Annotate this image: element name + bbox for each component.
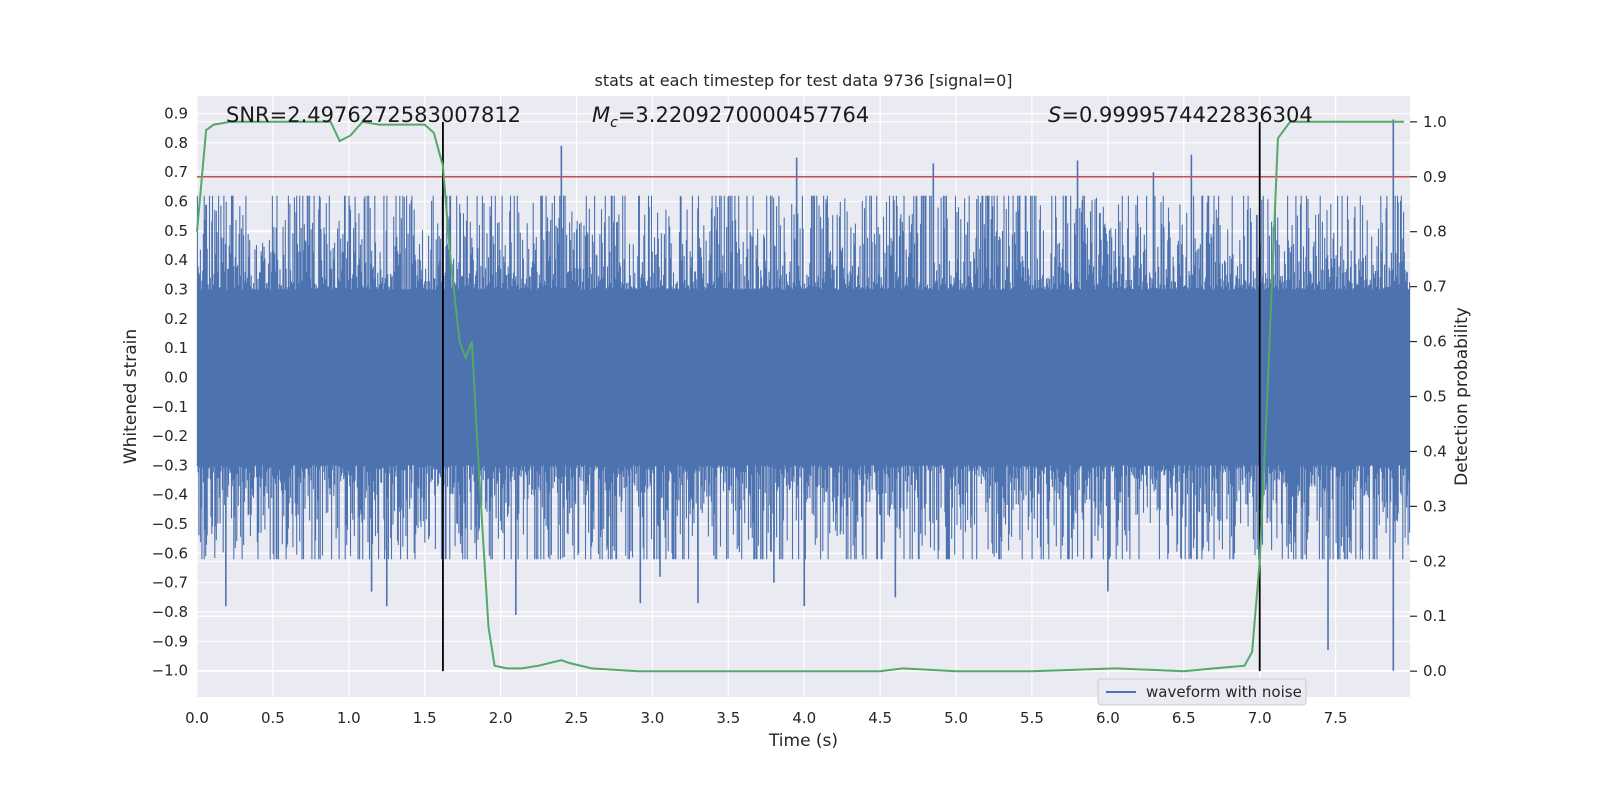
legend: waveform with noise — [1097, 678, 1307, 706]
y-tick-label: 0.2 — [164, 310, 188, 328]
s-symbol: S — [1048, 103, 1061, 127]
y-tick-label: 0.6 — [164, 193, 188, 211]
snr-annotation: SNR=2.4976272583007812 — [226, 103, 521, 127]
y2-tick-label: 0.4 — [1423, 442, 1447, 460]
x-tick-label: 5.5 — [1020, 709, 1044, 727]
mc-subscript: c — [610, 115, 618, 131]
waveform-trace — [196, 195, 1411, 560]
y2-tick-label: 0.7 — [1423, 278, 1447, 296]
y-tick-label: 0.9 — [164, 105, 188, 123]
y-tick-label: −0.2 — [152, 427, 188, 445]
x-tick-label: 6.0 — [1096, 709, 1120, 727]
y-tick-label: −0.6 — [152, 544, 188, 562]
mc-value: =3.2209270000457764 — [618, 103, 869, 127]
y-axis-ticks: 0.9 0.8 0.7 0.6 0.5 0.4 0.3 0.2 0.1 0.0 −0.1 −0.2 −0… — [152, 105, 188, 680]
y2-tick-label: 0.6 — [1423, 333, 1447, 351]
y2-tick-label: 0.0 — [1423, 662, 1447, 680]
mc-annotation: Mc=3.2209270000457764 — [592, 103, 869, 131]
y2-tick-label: 0.2 — [1423, 552, 1447, 570]
y-tick-label: −0.8 — [152, 603, 188, 621]
x-tick-label: 2.5 — [565, 709, 589, 727]
x-tick-label: 7.5 — [1324, 709, 1348, 727]
x-axis-label: Time (s) — [768, 731, 838, 751]
y2-tick-label: 0.1 — [1423, 607, 1447, 625]
y-tick-label: 0.5 — [164, 222, 188, 240]
y-tick-label: 0.8 — [164, 134, 188, 152]
y-tick-label: −0.9 — [152, 632, 188, 650]
x-tick-label: 3.5 — [716, 709, 740, 727]
y-tick-label: −1.0 — [152, 662, 188, 680]
chart-title: stats at each timestep for test data 973… — [594, 71, 1012, 90]
y2-axis-label: Detection probability — [1452, 307, 1472, 486]
x-tick-label: 5.0 — [944, 709, 968, 727]
y-tick-label: 0.0 — [164, 368, 188, 386]
x-tick-label: 1.5 — [413, 709, 437, 727]
x-tick-label: 2.0 — [489, 709, 513, 727]
x-tick-label: 6.5 — [1172, 709, 1196, 727]
legend-label: waveform with noise — [1146, 683, 1302, 701]
y-axis-label: Whitened strain — [121, 329, 141, 464]
y-tick-label: 0.3 — [164, 280, 188, 298]
y-tick-label: −0.7 — [152, 574, 188, 592]
y-tick-label: 0.4 — [164, 251, 188, 269]
x-tick-label: 3.0 — [641, 709, 665, 727]
waveform-series — [196, 119, 1411, 671]
y2-tick-label: 1.0 — [1423, 113, 1447, 131]
y2-tick-label: 0.9 — [1423, 168, 1447, 186]
detection-probability-line — [196, 120, 1404, 673]
y-tick-label: 0.7 — [164, 163, 188, 181]
y2-tick-label: 0.8 — [1423, 223, 1447, 241]
y-tick-label: 0.1 — [164, 339, 188, 357]
y2-axis-ticks: 1.0 0.9 0.8 0.7 0.6 0.5 0.4 0.3 0.2 0.1 0.0 — [1410, 113, 1447, 680]
overlay-lines — [196, 120, 1410, 673]
x-tick-label: 0.0 — [185, 709, 209, 727]
x-tick-label: 0.5 — [261, 709, 285, 727]
legend-box — [1097, 678, 1307, 706]
y2-tick-label: 0.3 — [1423, 497, 1447, 515]
s-value: =0.9999574422836304 — [1061, 103, 1312, 127]
s-annotation: S=0.9999574422836304 — [1048, 103, 1313, 127]
x-tick-label: 1.0 — [337, 709, 361, 727]
y-tick-label: −0.4 — [152, 486, 188, 504]
x-tick-label: 4.5 — [868, 709, 892, 727]
x-tick-label: 4.0 — [792, 709, 816, 727]
x-axis-ticks: 0.0 0.5 1.0 1.5 2.0 2.5 3.0 3.5 4.0 4.5 5.0 5.5 6.0 6… — [185, 709, 1347, 727]
y-tick-label: −0.1 — [152, 398, 188, 416]
y-tick-label: −0.3 — [152, 456, 188, 474]
x-tick-label: 7.0 — [1248, 709, 1272, 727]
y-tick-label: −0.5 — [152, 515, 188, 533]
mc-symbol: M — [592, 103, 610, 127]
y2-tick-label: 0.5 — [1423, 388, 1447, 406]
